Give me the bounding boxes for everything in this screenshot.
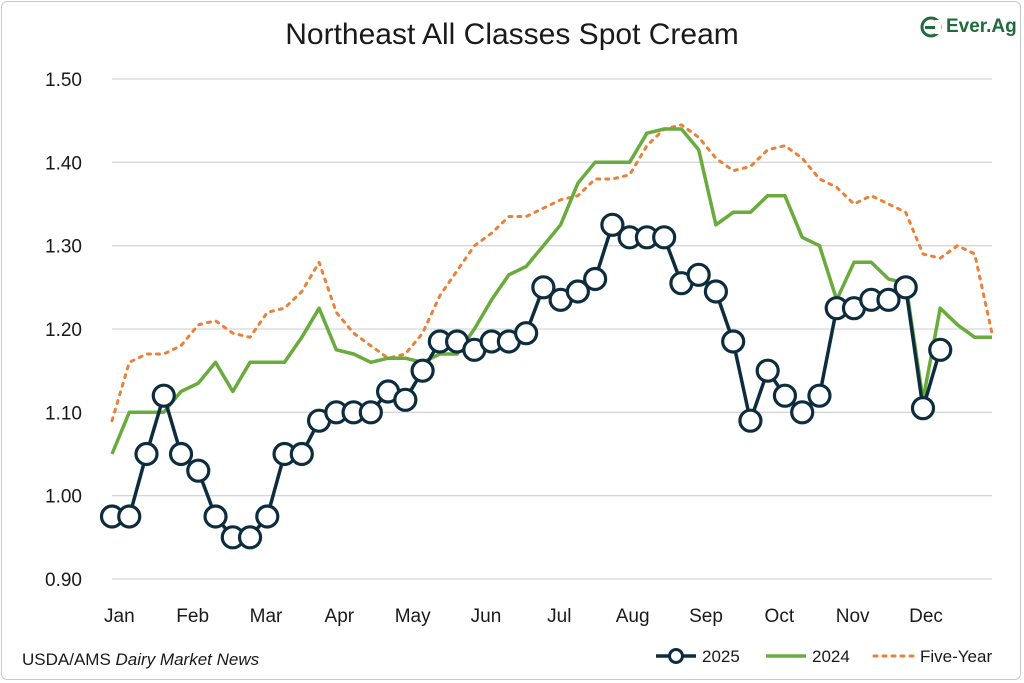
x-axis-ticks: Jan Feb Mar Apr May Jun Jul Aug Sep Oct Nov Dec (104, 606, 943, 627)
x-tick-label: Sep (689, 606, 723, 627)
x-tick-label: Feb (176, 606, 209, 627)
legend-label-2025: 2025 (702, 647, 740, 666)
x-tick-label: Jul (547, 606, 571, 627)
chart-title: Northeast All Classes Spot Cream (285, 18, 739, 51)
data-point-2025 (255, 504, 280, 529)
y-axis-ticks: 0.90 1.00 1.10 1.20 1.30 1.40 1.50 (45, 70, 82, 591)
data-point-2025 (652, 225, 677, 250)
data-point-2025 (186, 458, 211, 483)
x-tick-label: Oct (765, 606, 795, 627)
data-point-2025 (514, 321, 539, 346)
x-tick-label: May (395, 606, 431, 627)
data-point-2025 (289, 441, 314, 467)
series-line-five-year (110, 123, 994, 423)
data-point-2025 (721, 329, 746, 354)
data-point-2025 (358, 400, 383, 425)
data-point-2025 (237, 525, 263, 550)
y-tick-label: 1.40 (45, 153, 82, 174)
ever-ag-logo-icon (920, 16, 942, 38)
legend-label-five-year: Five-Year (920, 647, 992, 666)
data-point-2025 (583, 266, 608, 292)
data-point-2025 (686, 262, 711, 287)
legend: 2025 2024 Five-Year (656, 647, 992, 666)
x-tick-label: Apr (325, 606, 355, 627)
data-point-2025 (168, 441, 194, 467)
data-point-2025 (928, 337, 953, 362)
data-point-2025 (738, 408, 763, 433)
data-point-2025 (151, 383, 176, 408)
x-tick-label: Dec (909, 606, 943, 627)
data-point-2025 (807, 383, 832, 408)
legend-label-2024: 2024 (812, 647, 850, 666)
x-tick-label: Jan (104, 606, 135, 627)
y-tick-label: 1.20 (45, 320, 82, 341)
x-tick-label: Jun (471, 606, 502, 627)
data-point-2025 (876, 287, 901, 312)
brand-logo: Ever.Ag (920, 16, 1017, 38)
x-tick-label: Mar (250, 606, 283, 627)
y-tick-label: 1.10 (45, 403, 82, 424)
series-line-2024 (110, 127, 992, 455)
data-point-2025 (565, 279, 590, 304)
series-line-2025 (112, 223, 942, 540)
data-point-2025 (600, 212, 625, 237)
brand-name: Ever.Ag (946, 16, 1017, 37)
source-publication: Dairy Market News (115, 650, 260, 669)
y-tick-label: 1.00 (45, 487, 82, 508)
x-tick-label: Nov (836, 606, 870, 627)
data-point-2025 (410, 358, 435, 383)
y-tick-label: 0.90 (45, 570, 82, 591)
y-tick-label: 1.50 (45, 70, 82, 91)
series-layer (99, 123, 994, 550)
data-point-2025 (531, 275, 556, 300)
source-prefix: USDA/AMS (22, 650, 116, 669)
data-point-2025 (117, 504, 142, 529)
gridlines (112, 78, 992, 580)
data-point-2025 (393, 387, 418, 412)
data-point-2025 (893, 275, 918, 300)
x-tick-label: Aug (616, 606, 650, 627)
data-point-2025 (703, 279, 729, 304)
y-tick-label: 1.30 (45, 237, 82, 258)
data-point-2025 (910, 396, 936, 421)
data-point-2025 (203, 504, 228, 529)
data-point-2025 (755, 358, 780, 383)
data-point-2025 (790, 400, 815, 425)
source-note: USDA/AMS Dairy Market News (22, 650, 259, 670)
data-point-2025 (134, 441, 159, 467)
data-point-2025 (772, 383, 798, 408)
legend-marker-2025 (668, 648, 684, 664)
